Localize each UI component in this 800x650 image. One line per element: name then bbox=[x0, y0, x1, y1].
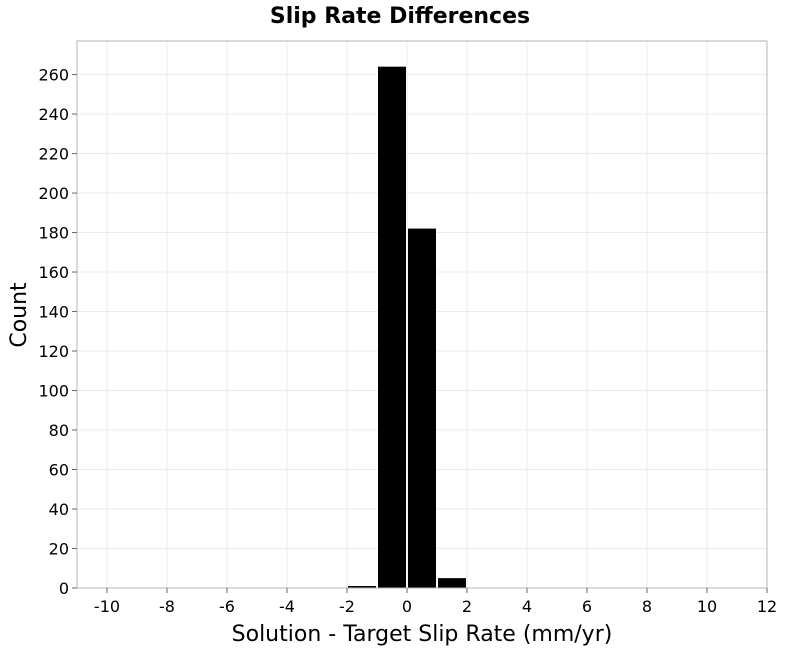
histogram-bar bbox=[378, 66, 406, 588]
x-tick-label: -2 bbox=[339, 597, 355, 616]
chart-title: Slip Rate Differences bbox=[270, 4, 530, 29]
y-tick-label: 100 bbox=[38, 382, 69, 401]
y-tick-label: 40 bbox=[49, 500, 69, 519]
y-axis: 0 20 40 60 80 100 120 140 160 180 200 220 240 260 bbox=[38, 66, 77, 598]
y-tick-label: 240 bbox=[38, 105, 69, 124]
y-tick-label: 160 bbox=[38, 263, 69, 282]
x-tick-label: 4 bbox=[522, 597, 532, 616]
y-tick-label: 60 bbox=[49, 461, 69, 480]
x-tick-label: 8 bbox=[642, 597, 652, 616]
bars bbox=[348, 66, 466, 588]
x-tick-label: 0 bbox=[402, 597, 412, 616]
y-tick-label: 200 bbox=[38, 184, 69, 203]
y-tick-label: 20 bbox=[49, 540, 69, 559]
x-tick-label: 2 bbox=[462, 597, 472, 616]
y-tick-label: 140 bbox=[38, 303, 69, 322]
x-tick-label: 6 bbox=[582, 597, 592, 616]
y-tick-label: 80 bbox=[49, 421, 69, 440]
x-tick-label: 12 bbox=[757, 597, 777, 616]
histogram-bar bbox=[348, 586, 376, 588]
plot-frame bbox=[76, 40, 768, 589]
histogram-bar bbox=[408, 228, 436, 588]
x-tick-label: -10 bbox=[94, 597, 120, 616]
x-tick-label: -4 bbox=[279, 597, 295, 616]
histogram-bar bbox=[438, 578, 466, 588]
x-tick-label: -8 bbox=[159, 597, 175, 616]
x-tick-label: 10 bbox=[697, 597, 717, 616]
y-tick-label: 260 bbox=[38, 66, 69, 85]
y-axis-label: Count bbox=[7, 282, 32, 348]
y-tick-label: 220 bbox=[38, 145, 69, 164]
x-axis: -10 -8 -6 -4 -2 0 2 4 6 8 10 12 bbox=[94, 588, 777, 616]
y-tick-label: 180 bbox=[38, 224, 69, 243]
y-tick-label: 120 bbox=[38, 342, 69, 361]
x-axis-label: Solution - Target Slip Rate (mm/yr) bbox=[232, 622, 613, 647]
y-tick-label: 0 bbox=[59, 579, 69, 598]
x-tick-label: -6 bbox=[219, 597, 235, 616]
